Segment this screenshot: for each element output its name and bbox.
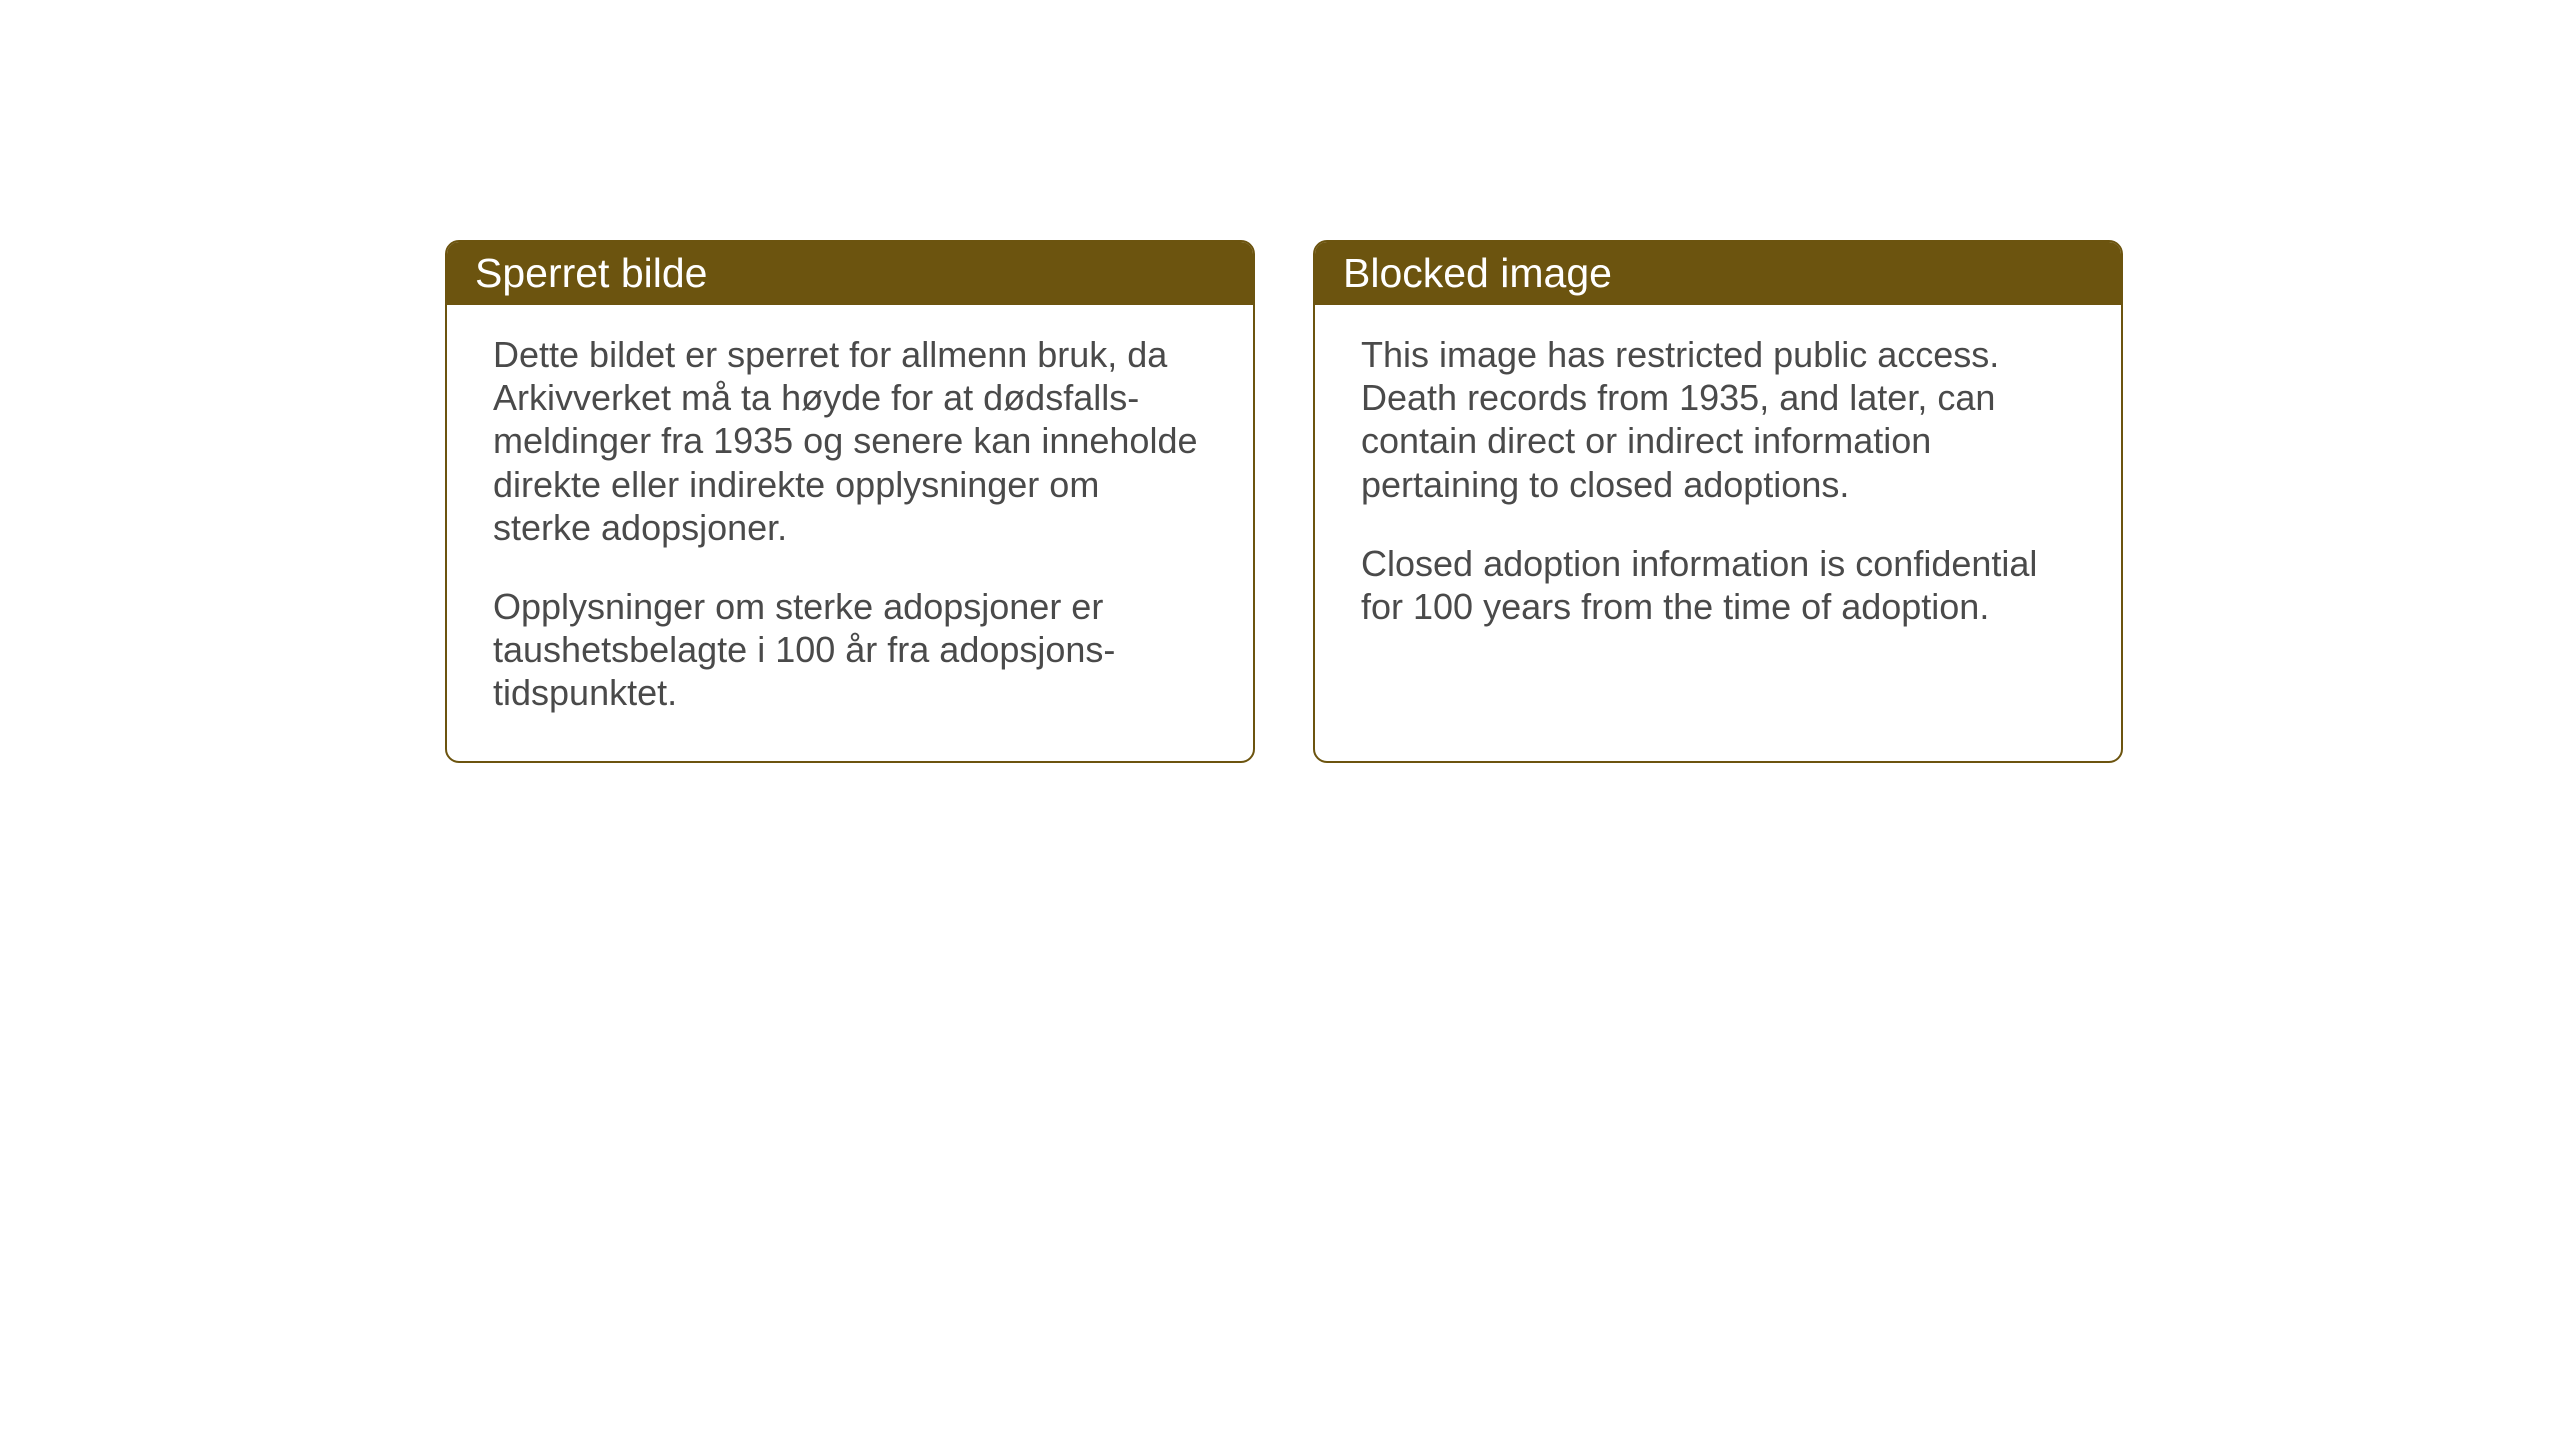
cards-container: Sperret bilde Dette bildet er sperret fo… xyxy=(445,240,2123,763)
norwegian-card-header: Sperret bilde xyxy=(447,242,1253,305)
english-card-body: This image has restricted public access.… xyxy=(1315,305,2121,674)
english-paragraph-1: This image has restricted public access.… xyxy=(1361,333,2075,506)
norwegian-card: Sperret bilde Dette bildet er sperret fo… xyxy=(445,240,1255,763)
english-card: Blocked image This image has restricted … xyxy=(1313,240,2123,763)
norwegian-paragraph-2: Opplysninger om sterke adopsjoner er tau… xyxy=(493,585,1207,715)
english-card-header: Blocked image xyxy=(1315,242,2121,305)
norwegian-paragraph-1: Dette bildet er sperret for allmenn bruk… xyxy=(493,333,1207,549)
norwegian-card-title: Sperret bilde xyxy=(475,250,707,296)
norwegian-card-body: Dette bildet er sperret for allmenn bruk… xyxy=(447,305,1253,761)
english-paragraph-2: Closed adoption information is confident… xyxy=(1361,542,2075,628)
english-card-title: Blocked image xyxy=(1343,250,1612,296)
